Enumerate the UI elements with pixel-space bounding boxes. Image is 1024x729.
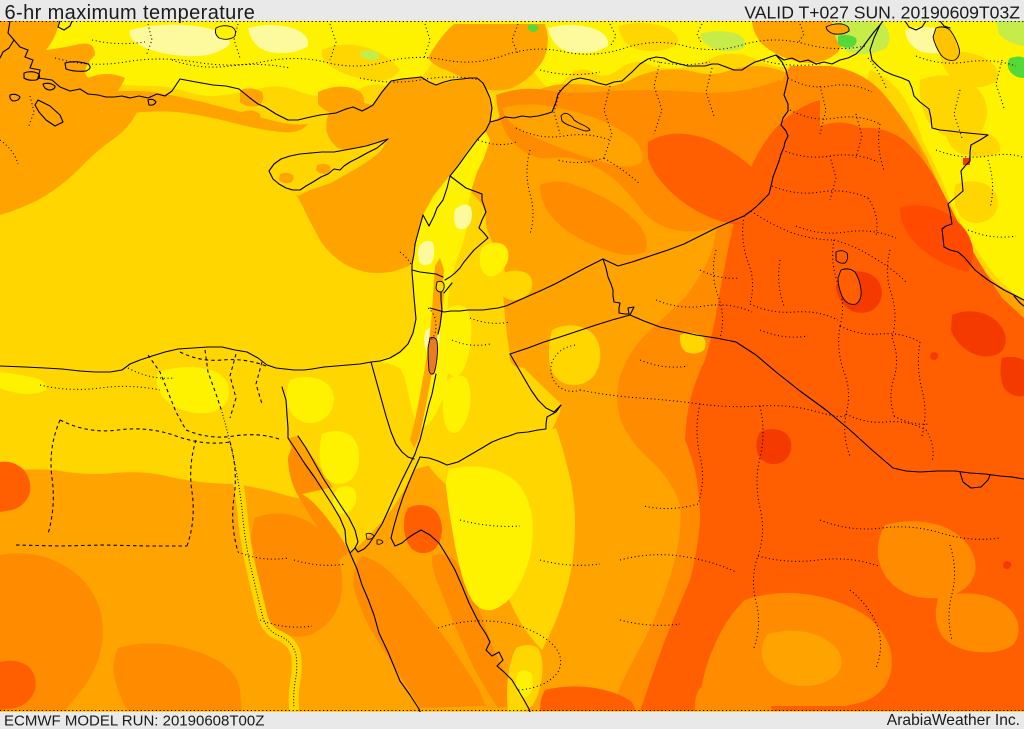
svg-text:ECMWF MODEL RUN: 20190608T00Z: ECMWF MODEL RUN: 20190608T00Z: [4, 713, 264, 729]
svg-text:6-hr maximum temperature: 6-hr maximum temperature: [5, 2, 256, 24]
svg-text:VALID T+027 SUN. 20190609T03Z: VALID T+027 SUN. 20190609T03Z: [744, 3, 1020, 23]
svg-text:ArabiaWeather Inc.: ArabiaWeather Inc.: [887, 712, 1020, 729]
